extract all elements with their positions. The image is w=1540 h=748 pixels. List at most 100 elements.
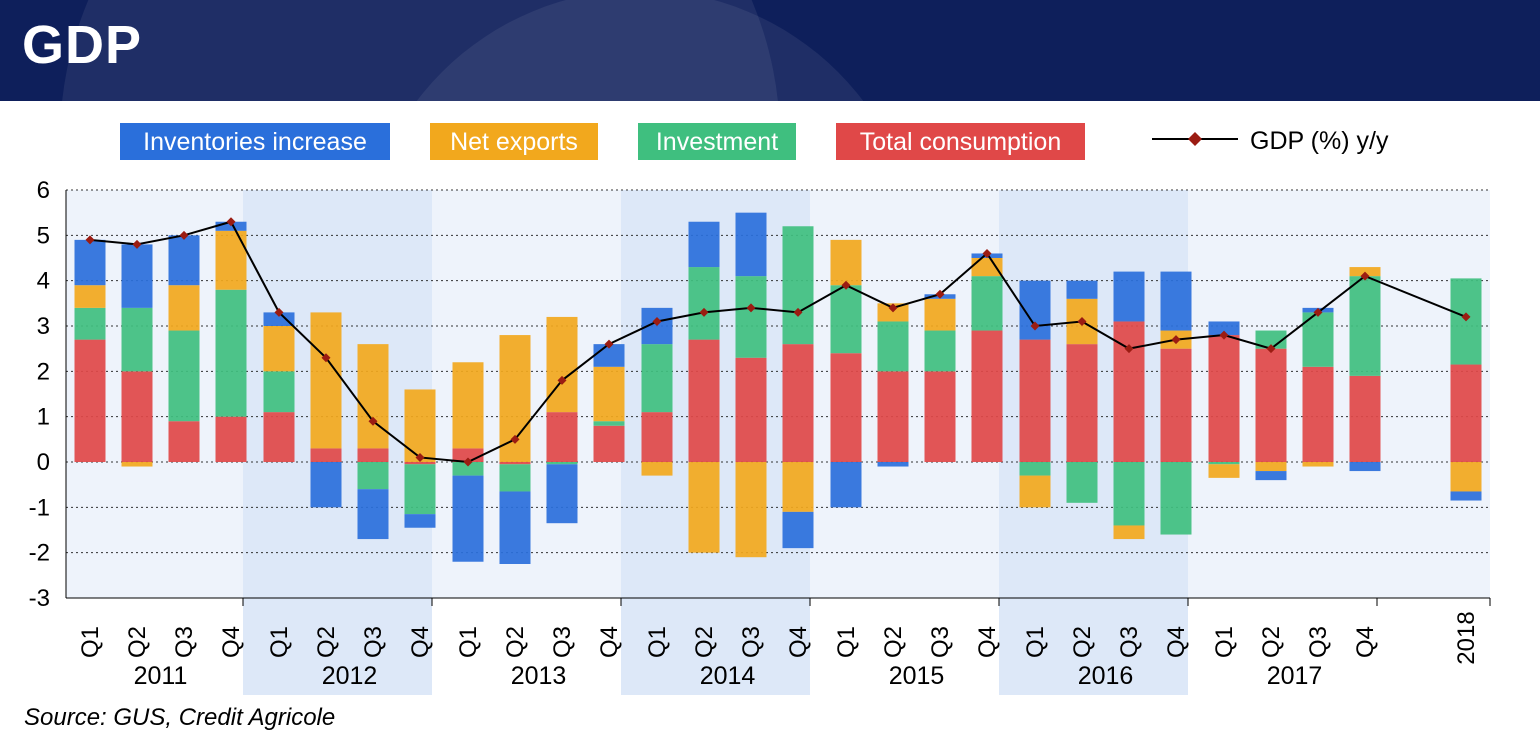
- x-tick-label: Q2: [1258, 626, 1285, 658]
- y-tick-label: -1: [29, 494, 50, 521]
- x-tick-label: Q4: [974, 626, 1001, 658]
- bar-net_exports: [688, 462, 720, 553]
- gdp-point: [982, 248, 992, 258]
- bar-consumption: [1255, 348, 1287, 462]
- x-tick-label: Q2: [313, 626, 340, 658]
- x-tick-label: Q1: [1211, 626, 1238, 658]
- y-tick-label: 5: [37, 222, 50, 249]
- page-title: GDP: [22, 15, 143, 75]
- bar-consumption: [924, 371, 956, 462]
- gdp-point: [368, 416, 378, 426]
- legend-label-consumption: Total consumption: [860, 128, 1062, 156]
- x-tick-label: Q4: [785, 626, 812, 658]
- bar-investment: [735, 276, 767, 358]
- gdp-point: [652, 316, 662, 326]
- x-tick-label: Q1: [644, 626, 671, 658]
- legend-label-net_exports: Net exports: [450, 128, 578, 156]
- bar-investment: [830, 285, 862, 354]
- x-tick-label: Q3: [171, 626, 198, 658]
- bar-investment: [877, 321, 909, 372]
- bar-inventories: [310, 462, 342, 508]
- bar-inventories: [1450, 491, 1482, 501]
- legend-marker-gdp: [1188, 132, 1202, 146]
- header-decoration: [60, 0, 780, 101]
- bar-consumption: [593, 425, 625, 462]
- gdp-point: [746, 303, 756, 313]
- gdp-point: [415, 452, 425, 462]
- bar-net_exports: [1113, 525, 1145, 540]
- bar-consumption: [688, 339, 720, 462]
- bar-consumption: [1208, 335, 1240, 462]
- bar-net_exports: [404, 389, 436, 462]
- gdp-point: [1077, 316, 1087, 326]
- gdp-point: [699, 307, 709, 317]
- bar-net_exports: [830, 239, 862, 286]
- gdp-point: [1171, 335, 1181, 345]
- bar-net_exports: [1255, 462, 1287, 472]
- bar-net_exports: [310, 312, 342, 449]
- year-label-2014: 2014: [700, 662, 756, 690]
- x-tick-label: Q1: [833, 626, 860, 658]
- bar-consumption: [641, 412, 673, 462]
- bar-consumption: [971, 330, 1003, 462]
- bar-inventories: [121, 244, 153, 308]
- y-tick-label: -2: [29, 540, 50, 567]
- bar-consumption: [830, 353, 862, 462]
- bar-investment: [971, 276, 1003, 331]
- year-label-2011: 2011: [134, 662, 188, 690]
- bar-inventories: [688, 221, 720, 268]
- bar-consumption: [1302, 366, 1334, 462]
- legend-swatch-inventories: [120, 123, 390, 160]
- bar-net_exports: [452, 362, 484, 449]
- legend-swatch-investment: [638, 123, 796, 160]
- gdp-point: [179, 230, 189, 240]
- bar-net_exports: [924, 298, 956, 331]
- bar-net_exports: [641, 462, 673, 476]
- x-tick-label: Q1: [266, 626, 293, 658]
- bar-consumption: [782, 344, 814, 462]
- bar-net_exports: [215, 230, 247, 290]
- bar-consumption: [74, 339, 106, 462]
- gdp-point: [1360, 271, 1370, 281]
- x-tick-label: Q1: [1022, 626, 1049, 658]
- y-tick-label: -3: [29, 585, 50, 612]
- bar-inventories: [1066, 280, 1098, 299]
- bar-net_exports: [263, 326, 295, 372]
- bar-inventories: [782, 511, 814, 549]
- legend: Inventories increase Net exports Investmen…: [120, 123, 1389, 160]
- bar-inventories: [1208, 321, 1240, 336]
- gdp-point: [888, 303, 898, 313]
- bar-investment: [688, 267, 720, 340]
- y-tick-label: 3: [37, 313, 50, 340]
- bar-inventories: [1113, 271, 1145, 322]
- bar-inventories: [735, 212, 767, 277]
- bar-investment: [215, 289, 247, 417]
- bar-inventories: [215, 221, 247, 231]
- bar-net_exports: [357, 344, 389, 449]
- bar-inventories: [1255, 471, 1287, 481]
- bar-consumption: [121, 371, 153, 462]
- bar-inventories: [546, 464, 578, 524]
- bar-consumption: [877, 371, 909, 462]
- bar-investment: [404, 464, 436, 515]
- x-tick-label: Q2: [880, 626, 907, 658]
- year-label-2015: 2015: [889, 662, 945, 690]
- gdp-point: [557, 375, 567, 385]
- bar-inventories: [263, 312, 295, 326]
- bar-investment: [263, 371, 295, 413]
- legend-swatch-net_exports: [430, 123, 598, 160]
- bar-consumption: [357, 448, 389, 462]
- year-label-2016: 2016: [1078, 662, 1134, 690]
- gdp-point: [226, 217, 236, 227]
- x-tick-label: Q4: [1352, 626, 1379, 658]
- gridlines: [66, 189, 1490, 554]
- gdp-point: [463, 457, 473, 467]
- x-tick-label: Q3: [360, 626, 387, 658]
- axes: -3 -2 -1 0 1 2 3 4 5 6 Q1 Q2 Q3 Q4 Q1 Q2 Q3 Q4 Q1 Q2 Q3 Q4 Q1 Q…: [29, 177, 1491, 690]
- bar-investment: [546, 462, 578, 465]
- x-tick-label: Q4: [1163, 626, 1190, 658]
- bar-investment: [1019, 462, 1051, 476]
- gdp-point: [1313, 307, 1323, 317]
- bar-inventories: [168, 235, 200, 286]
